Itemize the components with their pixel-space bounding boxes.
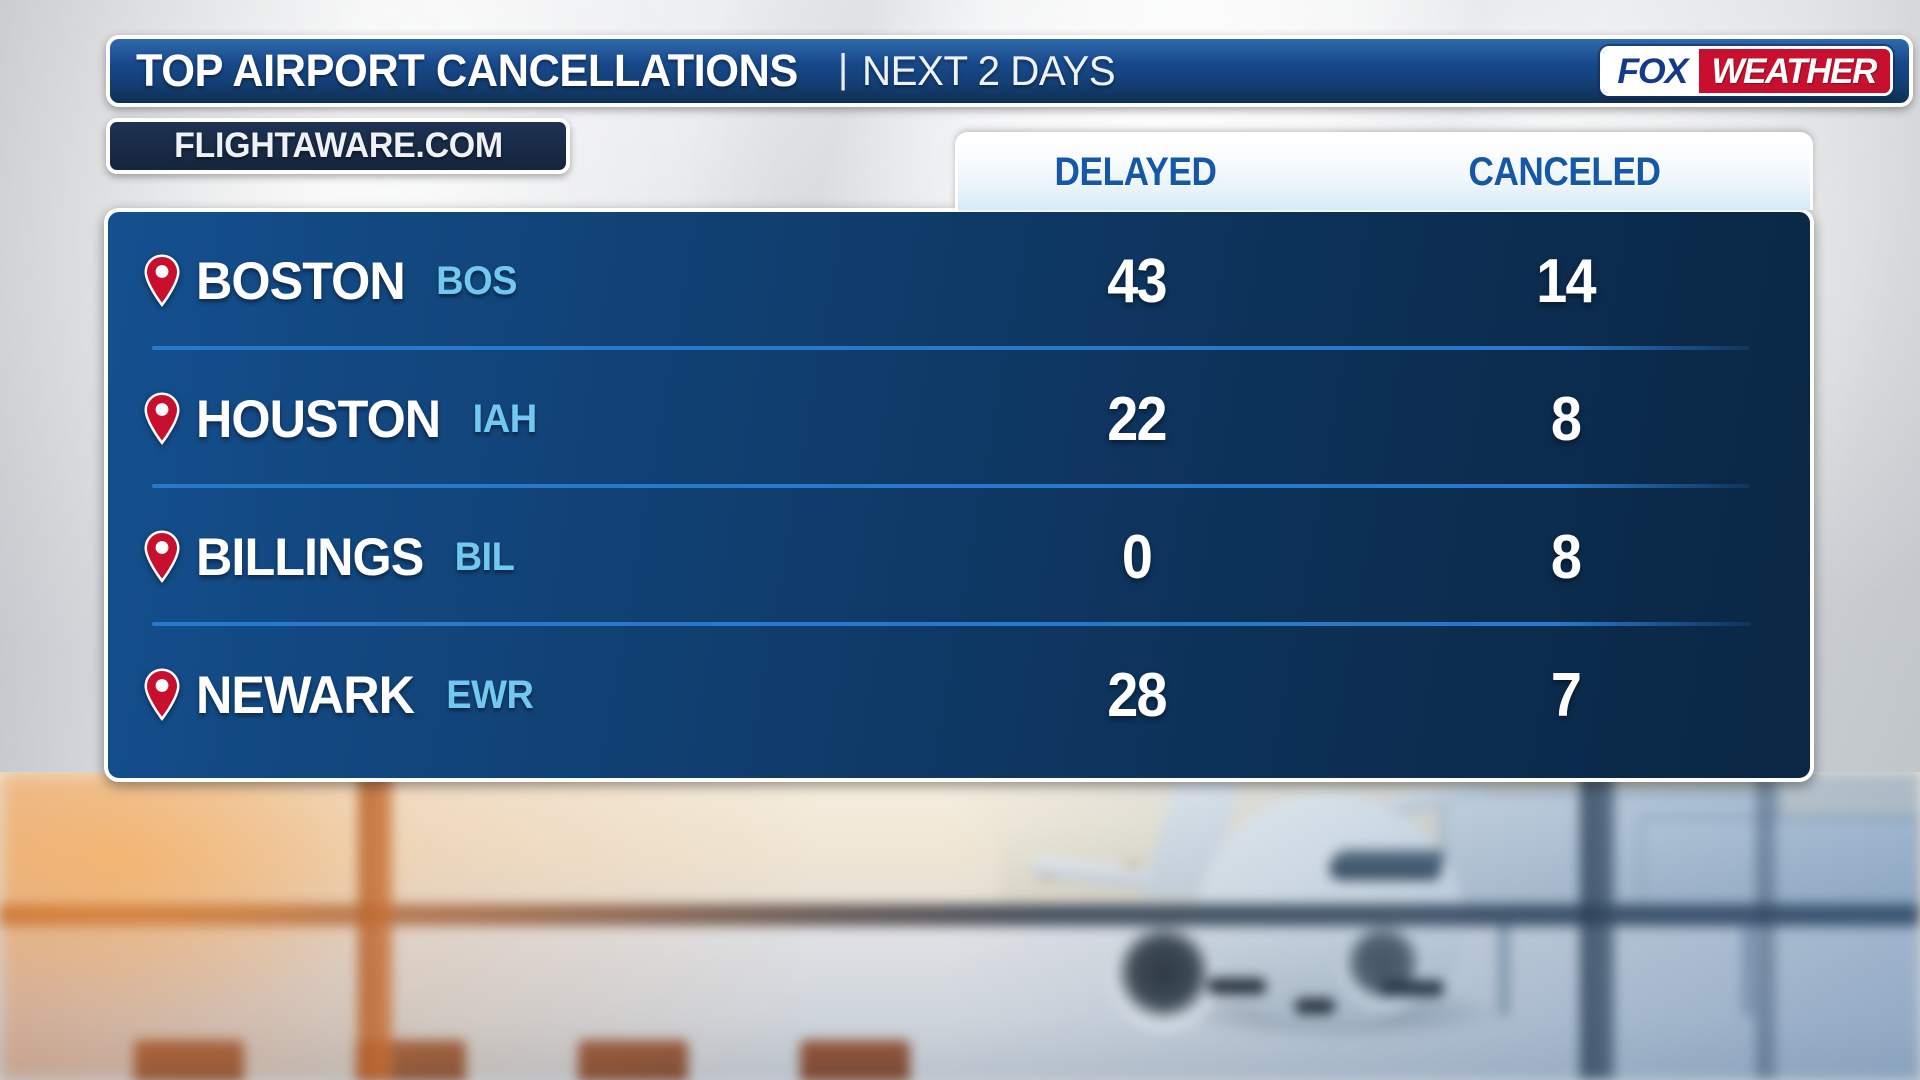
airport-data-panel: BOSTON BOS 43 14 HOUSTON IAH 22 8 [104, 208, 1814, 782]
map-pin-icon [142, 391, 182, 447]
window-mullion [1580, 772, 1614, 1080]
city-name: BILLINGS [196, 527, 424, 587]
table-row[interactable]: NEWARK EWR 28 7 [108, 626, 1810, 764]
delayed-value: 0 [1121, 522, 1153, 592]
table-row[interactable]: HOUSTON IAH 22 8 [108, 350, 1810, 488]
row-divider [152, 622, 1750, 626]
title-bar: TOP AIRPORT CANCELLATIONS | NEXT 2 DAYS … [106, 35, 1913, 107]
delayed-value: 43 [1107, 246, 1167, 316]
column-header-delayed: DELAYED [1054, 150, 1217, 194]
airport-code: EWR [445, 672, 534, 717]
map-pin-icon [142, 667, 182, 723]
airplane-landing-gear [1380, 980, 1444, 996]
jet-bridge-support [1742, 924, 1754, 1016]
airplane-landing-gear [1208, 978, 1266, 994]
column-header-bar: DELAYED CANCELED [955, 132, 1813, 210]
delayed-value: 22 [1107, 384, 1167, 454]
map-pin-icon [142, 253, 182, 309]
logo-weather-text: WEATHER [1711, 51, 1877, 91]
photo-blur-layer [0, 772, 1920, 1080]
city-cell: HOUSTON IAH [108, 389, 908, 450]
logo-weather-block: WEATHER [1699, 49, 1890, 93]
airport-code: BIL [454, 534, 515, 579]
canceled-value: 7 [1550, 660, 1582, 730]
canceled-value: 8 [1550, 522, 1582, 592]
source-tab: FLIGHTAWARE.COM [106, 118, 570, 174]
map-pin-icon [142, 529, 182, 585]
page-title: TOP AIRPORT CANCELLATIONS [136, 45, 798, 96]
city-name: HOUSTON [196, 389, 441, 449]
table-row[interactable]: BILLINGS BIL 0 8 [108, 488, 1810, 626]
airport-tarmac-photo [0, 772, 1920, 1080]
city-cell: BILLINGS BIL [108, 527, 908, 588]
sunset-warm-overlay [0, 772, 820, 1080]
fox-weather-logo: FOX WEATHER [1600, 46, 1893, 96]
airport-code: IAH [472, 396, 537, 441]
logo-fox-text: FOX [1617, 51, 1688, 91]
airplane-engine [1110, 924, 1218, 1032]
window-mullion [1756, 772, 1776, 1080]
city-cell: NEWARK EWR [108, 665, 908, 726]
city-name: BOSTON [196, 251, 406, 311]
table-row[interactable]: BOSTON BOS 43 14 [108, 212, 1810, 350]
cool-blue-overlay [940, 772, 1920, 1080]
city-name: NEWARK [196, 665, 415, 725]
city-cell: BOSTON BOS [108, 251, 908, 312]
canceled-value: 14 [1536, 246, 1596, 316]
row-divider [152, 484, 1750, 488]
logo-fox-block: FOX [1603, 49, 1700, 93]
jet-bridge-support [1498, 920, 1510, 1016]
airport-code: BOS [435, 258, 517, 303]
airplane-landing-gear [1295, 998, 1335, 1014]
source-label: FLIGHTAWARE.COM [173, 126, 503, 165]
row-divider [152, 346, 1750, 350]
title-separator: | [837, 46, 849, 91]
delayed-value: 28 [1107, 660, 1167, 730]
column-header-canceled: CANCELED [1468, 150, 1661, 194]
title-subtitle: NEXT 2 DAYS [862, 47, 1116, 94]
canceled-value: 8 [1550, 384, 1582, 454]
